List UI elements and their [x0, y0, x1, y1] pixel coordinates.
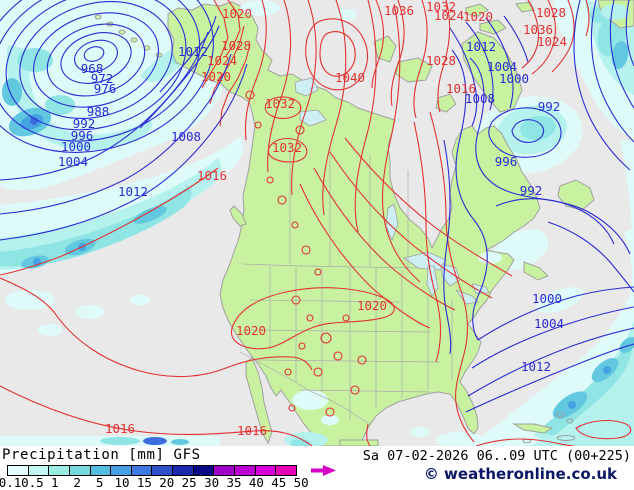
cuba [512, 423, 554, 434]
copyright-text: © weatheronline.co.uk [423, 465, 617, 483]
legend-tick: 30 [204, 475, 220, 490]
legend-tick: 1 [51, 475, 59, 490]
isobar-high-layer [0, 0, 632, 446]
lake-ontario [471, 283, 490, 294]
newfoundland [557, 179, 595, 211]
legend-tick: 40 [248, 475, 264, 490]
legend-tick: 35 [226, 475, 242, 490]
footer-bar: Precipitation [mm] GFS 0.1 0.5 1 2 5 10 15 20 25… [0, 446, 634, 490]
caribbean-islands [522, 412, 576, 444]
isobar-low-layer [0, 0, 634, 413]
vancouver-island [229, 205, 247, 227]
legend-tick: 5 [95, 475, 104, 490]
baja-california [245, 357, 273, 445]
great-bear-lake [294, 77, 319, 97]
great-slave-lake [299, 109, 327, 127]
banks-island [373, 35, 397, 63]
aleutian-islands [94, 14, 163, 58]
precip-land-layer [240, 0, 629, 446]
legend-title: Precipitation [mm] GFS [2, 447, 201, 463]
legend-tick-row: 0.1 0.5 1 2 5 10 15 20 25 30 35 40 45 50 [0, 475, 340, 490]
legend-tick: 0.1 [0, 475, 22, 490]
nova-scotia [523, 261, 549, 281]
legend-tick: 25 [181, 475, 197, 490]
victoria-island [395, 57, 433, 83]
forecast-datetime: Sa 07-02-2026 06..09 UTC (00+225) [362, 448, 631, 464]
weather-map [0, 0, 634, 446]
legend-tick: 10 [114, 475, 130, 490]
legend-tick: 15 [136, 475, 152, 490]
legend-tick: 50 [293, 475, 309, 490]
borders-layer [239, 140, 453, 425]
legend-tick: 0.5 [21, 475, 44, 490]
north-america-mainland [167, 1, 541, 446]
scale-arrow-icon [311, 465, 336, 476]
land-layer [94, 0, 634, 446]
devon-island [479, 19, 507, 35]
map-area: 968 972 976 988 992 996 1000 1004 1012 1008 1012 10… [0, 0, 634, 446]
legend-color-step [275, 465, 297, 476]
ellesmere-island [465, 3, 489, 17]
legend-tick: 20 [159, 475, 175, 490]
legend-tick: 2 [73, 475, 81, 490]
lakes-layer [294, 77, 490, 305]
lake-winnipeg [385, 203, 399, 242]
southampton-island [435, 93, 457, 113]
precipitation-color-scale [7, 465, 297, 476]
legend-tick: 45 [271, 475, 287, 490]
arctic-islet [515, 1, 535, 13]
